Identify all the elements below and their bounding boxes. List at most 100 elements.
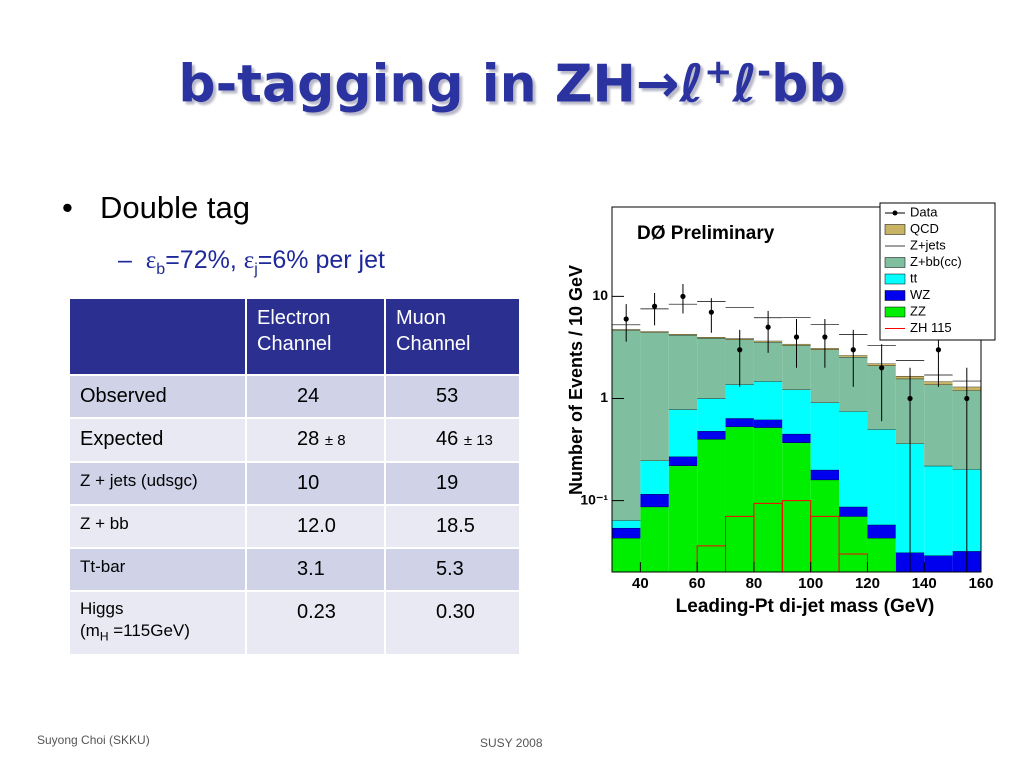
cell: 10	[245, 461, 386, 506]
header-row: Electron Channel Muon Channel	[68, 297, 521, 376]
row: Z + jets (udsgc) 10 19	[68, 461, 521, 506]
cell: 3.1	[245, 547, 386, 592]
y-axis-label: Number of Events / 10 GeV	[566, 265, 586, 495]
row: Higgs (mH =115GeV) 0.23 0.30	[68, 590, 521, 656]
row-label: Z + jets (udsgc)	[68, 461, 247, 506]
bar-segment	[782, 442, 811, 572]
title-text: bb	[771, 54, 846, 115]
bar-segment	[697, 338, 726, 399]
bar-segment	[725, 426, 754, 572]
bar-segment	[782, 433, 811, 443]
row: Observed 24 53	[68, 374, 521, 419]
bar-segment	[839, 411, 868, 507]
title-sup: -	[757, 52, 772, 92]
bullet-dot: •	[62, 190, 73, 225]
bar-segment	[924, 465, 953, 556]
x-axis-label: Leading-Pt di-jet mass (GeV)	[676, 596, 935, 617]
legend-label: tt	[910, 270, 918, 285]
bar-segment	[753, 427, 783, 572]
row-label: Z + bb	[68, 504, 247, 549]
y-tick-label: 1	[600, 389, 608, 405]
footer-center: SUSY 2008	[480, 736, 543, 750]
data-point	[964, 395, 970, 402]
row-label: Tt-bar	[68, 547, 247, 592]
bullet-dash: –	[118, 246, 146, 274]
bar-segment	[867, 538, 896, 572]
header-cell	[68, 297, 247, 376]
cell: 0.30	[384, 590, 521, 656]
bar-segment	[612, 538, 641, 572]
bar-segment	[867, 429, 896, 525]
cell: 12.0	[245, 504, 386, 549]
legend-swatch	[884, 290, 906, 301]
bar-segment	[668, 334, 698, 336]
histogram-chart: 10⁻¹ 1 10 40 60 80 100 120 140 160 Leading-Pt di-j…	[566, 195, 1003, 630]
legend-label: Data	[910, 204, 938, 219]
header-cell: Muon Channel	[384, 297, 521, 376]
bar-segment	[924, 384, 953, 466]
legend-swatch	[884, 273, 906, 285]
data-point	[822, 334, 828, 340]
legend-swatch	[892, 210, 898, 216]
bullet-text: Double tag	[100, 190, 250, 225]
data-point	[765, 324, 771, 330]
data-point	[651, 303, 658, 309]
row: Z + bb 12.0 18.5	[68, 504, 521, 549]
y-tick-label: 10	[592, 287, 608, 303]
bar-segment	[668, 456, 698, 466]
bar-segment	[753, 381, 783, 420]
legend-label: QCD	[910, 221, 939, 236]
slide-title: b-tagging in ZH→ℓ+ℓ-bb	[0, 52, 1024, 114]
cell: 53	[384, 374, 521, 419]
legend-swatch	[884, 224, 906, 235]
cell-value: 46	[436, 428, 459, 450]
data-point	[907, 395, 913, 402]
bar-segment	[640, 332, 669, 461]
legend-swatch	[884, 257, 906, 268]
x-tick-label: 120	[855, 575, 880, 592]
cell-error: ± 13	[463, 432, 493, 449]
row-label: Expected	[68, 417, 247, 463]
label-part: =115GeV)	[108, 621, 190, 640]
header-cell: Electron Channel	[245, 297, 386, 376]
bar-segment	[839, 516, 868, 572]
bar-segment	[725, 384, 754, 419]
cell: 24	[245, 374, 386, 419]
cell-value: 28	[297, 428, 320, 450]
row-label: Higgs (mH =115GeV)	[68, 590, 247, 656]
bar-segment	[782, 389, 811, 434]
row-label: Observed	[68, 374, 247, 419]
legend-label: ZH 115	[910, 320, 952, 335]
bar-segment	[612, 330, 641, 521]
label-part: Higgs	[80, 599, 124, 618]
sub-bullet-text: ε	[243, 247, 255, 274]
x-tick-label: 140	[912, 575, 937, 592]
bar-segment	[697, 337, 726, 339]
bar-segment	[612, 527, 641, 539]
bar-segment	[640, 331, 669, 333]
x-tick-label: 100	[798, 575, 823, 592]
sub-bullet-text: j	[254, 261, 258, 278]
bar-segment	[612, 520, 641, 528]
x-tick-label: 60	[689, 575, 706, 592]
plot-frame	[611, 206, 982, 573]
bar-segment	[810, 402, 840, 470]
row: Tt-bar 3.1 5.3	[68, 547, 521, 592]
bar-segment	[640, 460, 669, 495]
bar-segment	[753, 419, 783, 428]
bar-segment	[810, 479, 840, 572]
title-text: b-tagging in ZH→ℓ	[178, 54, 705, 115]
legend-label: Z+jets	[910, 237, 946, 252]
cell: 5.3	[384, 547, 521, 592]
legend-swatch	[884, 306, 906, 318]
legend-label: Z+bb(cc)	[910, 254, 962, 269]
bar-segment	[810, 469, 840, 480]
sub-bullet-text: =6% per jet	[257, 246, 385, 274]
bar-segment	[697, 398, 726, 432]
cell-error: ± 8	[324, 432, 346, 449]
bar-segment	[924, 555, 953, 572]
data-point	[879, 365, 885, 371]
data-point	[737, 347, 743, 353]
cell: 0.23	[245, 590, 386, 656]
